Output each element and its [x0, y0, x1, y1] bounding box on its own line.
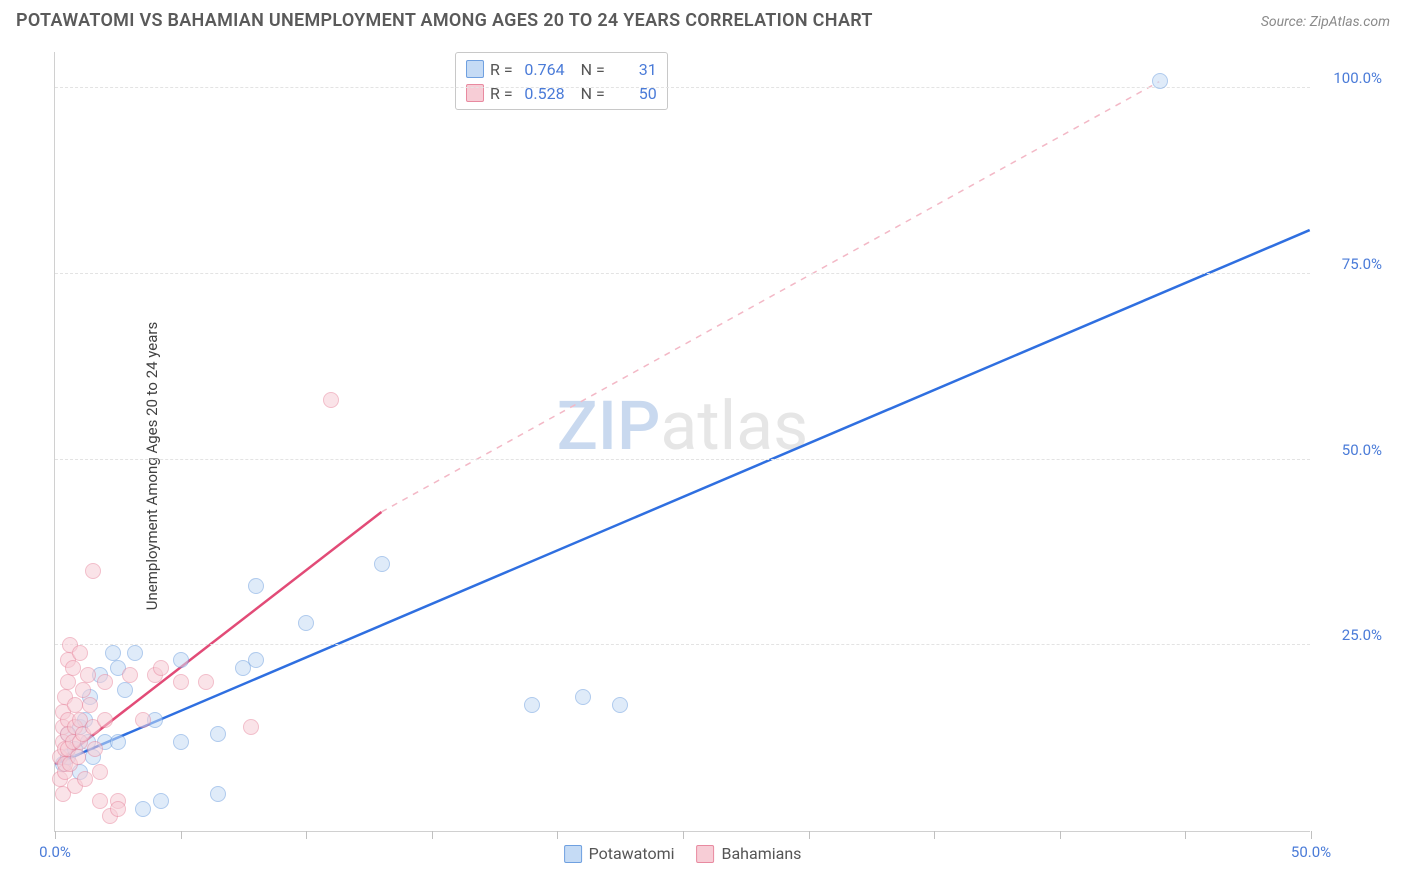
- data-point: [173, 674, 189, 690]
- data-point: [135, 801, 151, 817]
- legend-swatch-icon: [564, 845, 582, 863]
- x-tick: [432, 831, 433, 839]
- legend-swatch-icon: [466, 60, 484, 78]
- trend-lines-layer: [55, 52, 1310, 831]
- y-tick-label: 50.0%: [1322, 441, 1382, 459]
- data-point: [173, 652, 189, 668]
- data-point: [248, 578, 264, 594]
- data-point: [87, 741, 103, 757]
- data-point: [612, 697, 628, 713]
- data-point: [117, 682, 133, 698]
- data-point: [153, 660, 169, 676]
- data-point: [323, 392, 339, 408]
- data-point: [82, 697, 98, 713]
- data-point: [1152, 73, 1168, 89]
- legend-swatch-icon: [697, 845, 715, 863]
- gridline-h: [55, 273, 1310, 274]
- chart-title: POTAWATOMI VS BAHAMIAN UNEMPLOYMENT AMON…: [16, 10, 873, 31]
- data-point: [110, 801, 126, 817]
- data-point: [210, 786, 226, 802]
- chart-source: Source: ZipAtlas.com: [1261, 14, 1390, 30]
- data-point: [173, 734, 189, 750]
- bottom-legend: Potawatomi Bahamians: [564, 844, 802, 863]
- stat-label-n: N =: [581, 60, 605, 79]
- data-point: [97, 674, 113, 690]
- gridline-h: [55, 644, 1310, 645]
- legend-item: Bahamians: [697, 844, 802, 863]
- chart-header: POTAWATOMI VS BAHAMIAN UNEMPLOYMENT AMON…: [0, 0, 1406, 37]
- data-point: [75, 682, 91, 698]
- x-tick: [55, 831, 56, 839]
- data-point: [77, 771, 93, 787]
- data-point: [92, 793, 108, 809]
- watermark-atlas: atlas: [660, 386, 808, 466]
- x-tick: [557, 831, 558, 839]
- x-tick: [934, 831, 935, 839]
- data-point: [67, 697, 83, 713]
- data-point: [65, 660, 81, 676]
- data-point: [198, 674, 214, 690]
- watermark: ZIPatlas: [557, 386, 809, 466]
- watermark-zip: ZIP: [557, 386, 661, 466]
- legend-label: Bahamians: [722, 844, 802, 863]
- data-point: [575, 689, 591, 705]
- x-tick: [1060, 831, 1061, 839]
- data-point: [92, 764, 108, 780]
- data-point: [127, 645, 143, 661]
- x-tick: [1185, 831, 1186, 839]
- x-tick-label: 0.0%: [39, 843, 71, 861]
- gridline-h: [55, 87, 1310, 88]
- trend-line: [381, 82, 1159, 512]
- data-point: [374, 556, 390, 572]
- stat-row: R =0.528N =50: [466, 81, 657, 105]
- correlation-stats-box: R = 0.764 N = 31 R =0.528N =50: [455, 52, 668, 110]
- data-point: [243, 719, 259, 735]
- data-point: [122, 667, 138, 683]
- y-tick-label: 75.0%: [1322, 255, 1382, 273]
- x-tick-label: 50.0%: [1291, 843, 1331, 861]
- gridline-h: [55, 459, 1310, 460]
- x-tick: [306, 831, 307, 839]
- trend-line: [55, 230, 1309, 764]
- y-tick-label: 25.0%: [1322, 626, 1382, 644]
- data-point: [135, 712, 151, 728]
- stat-value-r: 0.764: [519, 60, 565, 79]
- y-tick-label: 100.0%: [1322, 69, 1382, 87]
- data-point: [298, 615, 314, 631]
- data-point: [70, 749, 86, 765]
- data-point: [85, 563, 101, 579]
- data-point: [153, 793, 169, 809]
- legend-item: Potawatomi: [564, 844, 675, 863]
- data-point: [97, 712, 113, 728]
- stat-label-r: R =: [490, 60, 513, 79]
- x-tick: [181, 831, 182, 839]
- x-tick: [1311, 831, 1312, 839]
- legend-label: Potawatomi: [589, 844, 675, 863]
- stat-value-n: 31: [611, 60, 657, 79]
- data-point: [210, 726, 226, 742]
- stat-row: R = 0.764 N = 31: [466, 57, 657, 81]
- plot-area: ZIPatlas R =0.764N =31R =0.528N =50 Pota…: [54, 52, 1310, 832]
- data-point: [80, 667, 96, 683]
- x-tick: [683, 831, 684, 839]
- data-point: [248, 652, 264, 668]
- chart-area: Unemployment Among Ages 20 to 24 years Z…: [0, 40, 1406, 892]
- x-tick: [809, 831, 810, 839]
- data-point: [60, 674, 76, 690]
- data-point: [524, 697, 540, 713]
- data-point: [72, 645, 88, 661]
- data-point: [105, 645, 121, 661]
- data-point: [110, 734, 126, 750]
